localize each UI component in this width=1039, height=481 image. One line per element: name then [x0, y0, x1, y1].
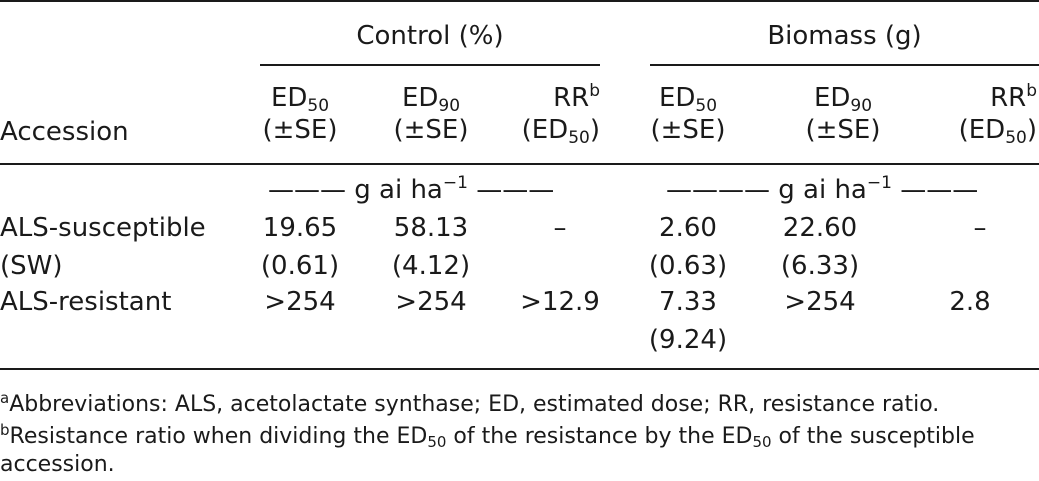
cell-biomass-rr: 2.8 [949, 287, 991, 317]
cell-biomass-ed90: 22.60 [782, 213, 858, 243]
rr-label: RR [553, 83, 590, 113]
ed-label: ED [658, 83, 696, 113]
cell-control-ed90: >254 [395, 287, 467, 317]
rr-paren-close: ) [1026, 115, 1037, 145]
column-header-control-ed90: ED90 (±SE) [386, 82, 476, 146]
unit-dash: ——— [476, 175, 555, 205]
ed-label: ED [401, 83, 439, 113]
control-group-rule [260, 64, 600, 66]
rr-paren-open: (ED [521, 115, 569, 145]
table-top-rule [0, 0, 1039, 2]
footnote-text: Resistance ratio when dividing the ED [9, 424, 428, 449]
column-header-control-ed50: ED50 (±SE) [255, 82, 345, 146]
cell-control-ed50: 19.65 [262, 213, 338, 243]
column-header-biomass-ed50: ED50 (±SE) [643, 82, 733, 146]
subscript-50: 50 [1005, 128, 1027, 148]
unit-text: ———— g ai ha [666, 175, 867, 205]
subscript-50: 50 [695, 96, 718, 116]
footnote-text: Abbreviations: ALS, acetolactate synthas… [9, 392, 940, 417]
superscript-b: b [589, 81, 600, 101]
column-header-control-rr: RRb (ED50) [500, 81, 600, 148]
footnote-b: bResistance ratio when dividing the ED50… [0, 423, 975, 451]
ed-label: ED [813, 83, 851, 113]
subscript-50: 50 [568, 128, 590, 148]
cell-control-ed50: >254 [264, 287, 336, 317]
footnote-marker: a [0, 389, 10, 407]
se-label: (±SE) [262, 115, 338, 145]
ed-label: ED [270, 83, 308, 113]
superscript-b: b [1026, 81, 1037, 101]
unit-text: ——— g ai ha [268, 175, 443, 205]
row-accession-sub: (SW) [0, 251, 63, 281]
rr-label: RR [990, 83, 1027, 113]
se-label: (±SE) [805, 115, 881, 145]
table-bottom-rule [0, 368, 1039, 370]
subscript-50: 50 [427, 433, 447, 451]
cell-biomass-ed50: 2.60 [659, 213, 717, 243]
group-header-biomass: Biomass (g) [767, 21, 922, 51]
unit-label-control: ——— g ai ha−1 ——— [268, 174, 554, 206]
column-header-biomass-rr: RRb (ED50) [935, 81, 1037, 148]
rr-paren-close: ) [589, 115, 600, 145]
footnote-text: of the susceptible [771, 424, 975, 449]
biomass-group-rule [650, 64, 1039, 66]
cell-control-rr: >12.9 [520, 287, 600, 317]
row-accession: ALS-resistant [0, 287, 172, 317]
se-label: (±SE) [393, 115, 469, 145]
subscript-90: 90 [438, 96, 461, 116]
subscript-50: 50 [752, 433, 772, 451]
unit-dash: ——— [900, 175, 979, 205]
cell-control-rr: – [553, 213, 567, 243]
column-header-accession: Accession [0, 117, 129, 147]
cell-biomass-ed90: >254 [784, 287, 856, 317]
footnote-a: aAbbreviations: ALS, acetolactate syntha… [0, 391, 939, 419]
footnote-marker: b [0, 421, 10, 439]
row-accession: ALS-susceptible [0, 213, 206, 243]
unit-superscript: −1 [442, 173, 468, 193]
rr-paren-open: (ED [958, 115, 1006, 145]
unit-label-biomass: ———— g ai ha−1 ——— [666, 174, 978, 206]
group-header-control: Control (%) [356, 21, 504, 51]
cell-control-ed90: 58.13 [393, 213, 469, 243]
cell-biomass-ed90-se: (6.33) [780, 251, 860, 281]
cell-control-ed90-se: (4.12) [391, 251, 471, 281]
cell-control-ed50-se: (0.61) [260, 251, 340, 281]
cell-biomass-ed50: 7.33 [659, 287, 717, 317]
se-label: (±SE) [650, 115, 726, 145]
footnote-b-continued: accession. [0, 452, 115, 477]
subscript-50: 50 [307, 96, 330, 116]
subscript-90: 90 [850, 96, 873, 116]
cell-biomass-ed50-se: (0.63) [648, 251, 728, 281]
header-bottom-rule [0, 163, 1039, 165]
unit-superscript: −1 [866, 173, 892, 193]
cell-biomass-rr: – [973, 213, 987, 243]
cell-biomass-ed50-se: (9.24) [648, 325, 728, 355]
column-header-biomass-ed90: ED90 (±SE) [798, 82, 888, 146]
footnote-text: of the resistance by the ED [446, 424, 753, 449]
